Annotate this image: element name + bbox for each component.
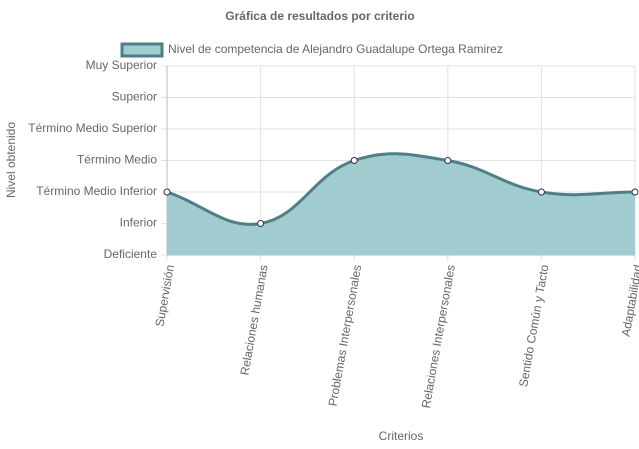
point: [444, 157, 452, 164]
x-tick-label: Relaciones humanas: [237, 264, 270, 377]
point: [163, 188, 171, 196]
x-tick-label: Sentido Común y Tacto: [516, 263, 551, 388]
point: [350, 157, 358, 164]
y-tick-label: Muy Superior: [86, 58, 157, 72]
point: [257, 220, 265, 227]
legend-label[interactable]: Nivel de competencia de Alejandro Guadal…: [168, 42, 503, 56]
x-tick-label: Adaptabilidad: [619, 264, 639, 338]
x-tick-label: Supervisión: [152, 264, 177, 328]
y-tick-label: Superior: [112, 90, 157, 104]
y-tick-label: Deficiente: [104, 247, 158, 261]
y-tick-label: Término Medio: [77, 153, 157, 167]
point: [631, 188, 639, 196]
x-tick-label: Problemas Interpersonales: [326, 264, 365, 408]
point: [537, 188, 545, 196]
line: [166, 152, 636, 226]
chart-title: Gráfica de resultados por criterio: [225, 9, 414, 23]
x-axis-title: Criterios: [379, 429, 424, 443]
area: [167, 153, 635, 255]
y-tick-label: Término Medio Superior: [28, 121, 157, 135]
legend-swatch[interactable]: [120, 42, 164, 58]
y-tick-label: Término Medio Inferior: [36, 184, 157, 198]
y-axis-title: Nivel obtenido: [4, 122, 18, 198]
y-tick-label: Inferior: [120, 216, 157, 230]
x-tick-label: Relaciones Interpersonales: [419, 264, 458, 410]
